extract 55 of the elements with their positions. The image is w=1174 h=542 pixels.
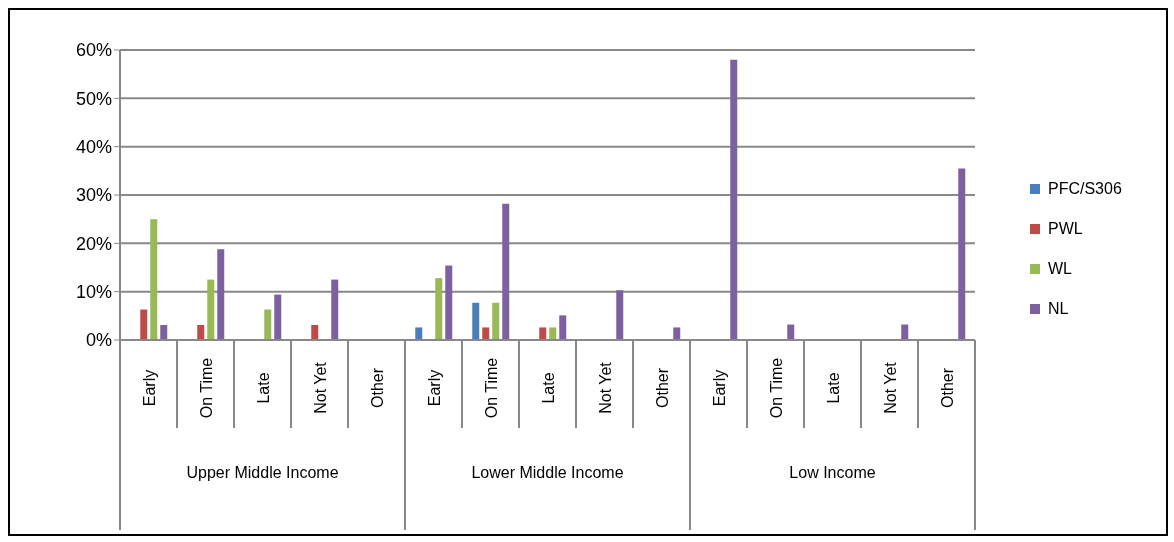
bar — [217, 249, 225, 340]
bar — [482, 327, 490, 340]
x-tick-label: Late — [539, 372, 557, 404]
bar — [730, 59, 738, 340]
bar — [197, 325, 205, 340]
y-tick-label: 30% — [75, 185, 112, 206]
x-tick-label: Other — [938, 367, 956, 409]
x-tick-label: On Time — [197, 357, 215, 419]
y-tick-label: 60% — [75, 40, 112, 61]
bar — [616, 290, 624, 340]
legend-label: PWL — [1048, 220, 1083, 238]
x-tick-label: Early — [425, 369, 443, 407]
bar — [901, 324, 909, 340]
text: Upper Middle Income — [186, 464, 339, 481]
bar — [331, 279, 339, 340]
bar — [472, 302, 480, 340]
x-tick-label: Early — [140, 369, 158, 407]
x-tick-label: On Time — [767, 357, 785, 419]
x-tick-label: Other — [653, 367, 671, 409]
y-tick-label: 20% — [75, 233, 112, 254]
bar — [445, 265, 453, 340]
x-tick-label: On Time — [482, 357, 500, 419]
bar — [539, 327, 547, 340]
bar — [140, 309, 148, 340]
x-tick-label: Late — [254, 372, 272, 404]
bar — [549, 327, 557, 340]
x-tick-label: Not Yet — [881, 361, 899, 414]
y-tick-label: 40% — [75, 137, 112, 158]
legend-label: PFC/S306 — [1048, 180, 1122, 198]
text: Lower Middle Income — [471, 464, 624, 481]
legend-label: NL — [1048, 300, 1069, 318]
bar — [559, 315, 567, 340]
bar — [502, 203, 510, 340]
bar — [274, 294, 282, 340]
x-tick-label: Not Yet — [596, 361, 614, 414]
bar — [150, 219, 158, 340]
y-tick-label: 50% — [75, 88, 112, 109]
bar — [673, 327, 681, 340]
bar — [435, 278, 443, 340]
x-tick-label: Early — [710, 369, 728, 407]
bar — [160, 325, 168, 340]
bar — [311, 325, 319, 340]
bar — [415, 327, 423, 340]
bar — [264, 309, 272, 340]
bar — [958, 168, 966, 340]
x-tick-label: Not Yet — [311, 361, 329, 414]
y-tick-label: 10% — [75, 282, 112, 303]
bar — [492, 302, 500, 340]
x-tick-label: Late — [824, 372, 842, 404]
bar — [207, 279, 215, 340]
text: Low Income — [789, 464, 876, 481]
bar — [787, 324, 795, 340]
y-tick-label: 0% — [85, 330, 112, 351]
legend-label: WL — [1048, 260, 1072, 278]
x-tick-label: Other — [368, 367, 386, 409]
